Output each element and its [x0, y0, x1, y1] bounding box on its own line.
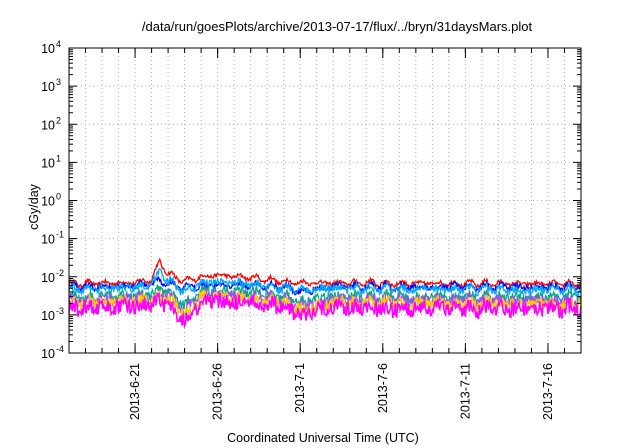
y-tick-exponent: 3	[56, 77, 61, 87]
x-axis-label: Coordinated Universal Time (UTC)	[227, 431, 419, 445]
series-line-6	[68, 291, 582, 329]
y-tick-label: 10	[41, 271, 55, 285]
y-tick-exponent: 4	[56, 39, 61, 49]
y-tick-exponent: -2	[56, 268, 64, 278]
y-tick-label: 10	[41, 195, 55, 209]
y-tick-exponent: 0	[56, 192, 61, 202]
y-tick-label: 10	[41, 42, 55, 56]
y-tick-label: 10	[41, 118, 55, 132]
y-tick-label: 10	[41, 309, 55, 323]
y-tick-label: 10	[41, 347, 55, 361]
x-tick-label: 2013-7-16	[541, 363, 555, 420]
grid	[69, 48, 581, 353]
x-tick-label: 2013-7-6	[376, 363, 390, 413]
y-tick-exponent: -1	[56, 230, 64, 240]
x-tick-label: 2013-6-21	[128, 363, 142, 420]
y-tick-label: 10	[41, 233, 55, 247]
y-tick-label: 10	[41, 80, 55, 94]
y-tick-exponent: -3	[56, 306, 64, 316]
x-tick-label: 2013-7-1	[293, 363, 307, 413]
y-tick-exponent: 1	[56, 153, 61, 163]
y-tick-exponent: 2	[56, 115, 61, 125]
series-line-2	[68, 268, 582, 297]
plot-frame	[68, 47, 582, 354]
y-tick-exponent: -4	[56, 344, 64, 354]
x-tick-label: 2013-7-11	[458, 363, 472, 419]
y-axis-label: cGy/day	[27, 183, 41, 230]
chart-title: /data/run/goesPlots/archive/2013-07-17/f…	[142, 19, 533, 34]
y-tick-label: 10	[41, 156, 55, 170]
series-layer	[68, 257, 582, 329]
x-tick-label: 2013-6-26	[211, 363, 225, 420]
axes	[68, 47, 582, 354]
